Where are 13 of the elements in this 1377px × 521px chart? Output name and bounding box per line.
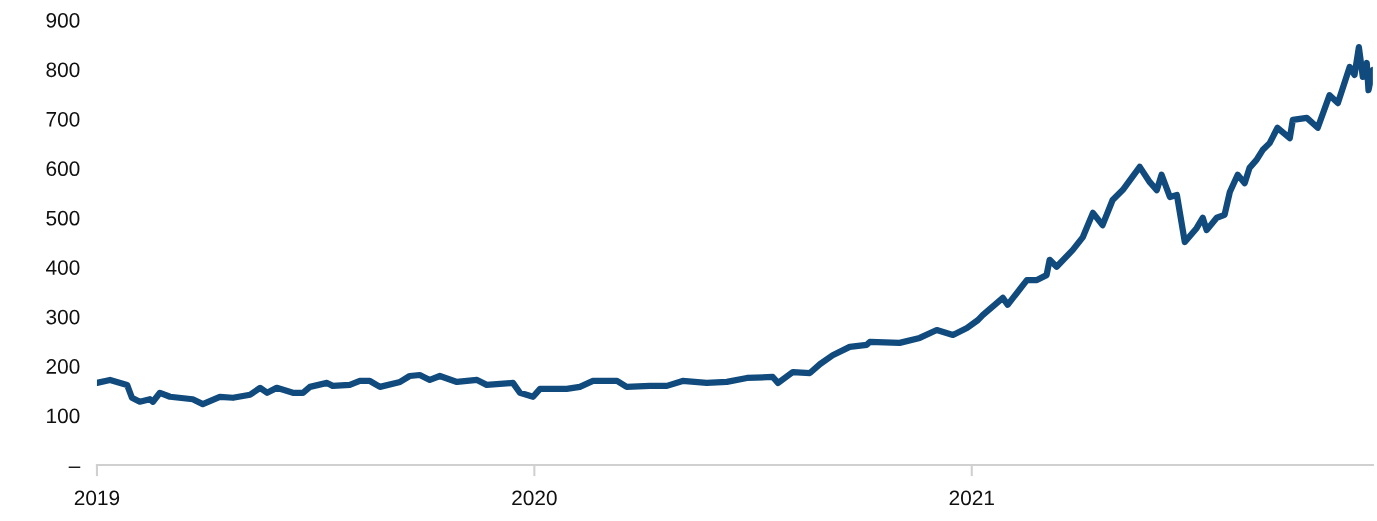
y-tick-label: 500 (46, 210, 80, 226)
y-tick-label: 800 (46, 62, 80, 78)
x-tick-label: 2021 (949, 490, 994, 506)
y-tick-label: 100 (47, 408, 80, 424)
y-tick-label: 900 (46, 13, 80, 28)
y-tick-label: 600 (46, 161, 80, 177)
x-tick-label: 2019 (74, 490, 120, 506)
y-tick-label: 300 (46, 309, 80, 325)
y-tick-label: – (68, 466, 81, 468)
y-tick-label: 400 (46, 260, 80, 275)
x-tick-label: 2020 (512, 490, 557, 506)
y-tick-label: 700 (46, 111, 80, 127)
y-tick-label: 200 (46, 359, 80, 374)
